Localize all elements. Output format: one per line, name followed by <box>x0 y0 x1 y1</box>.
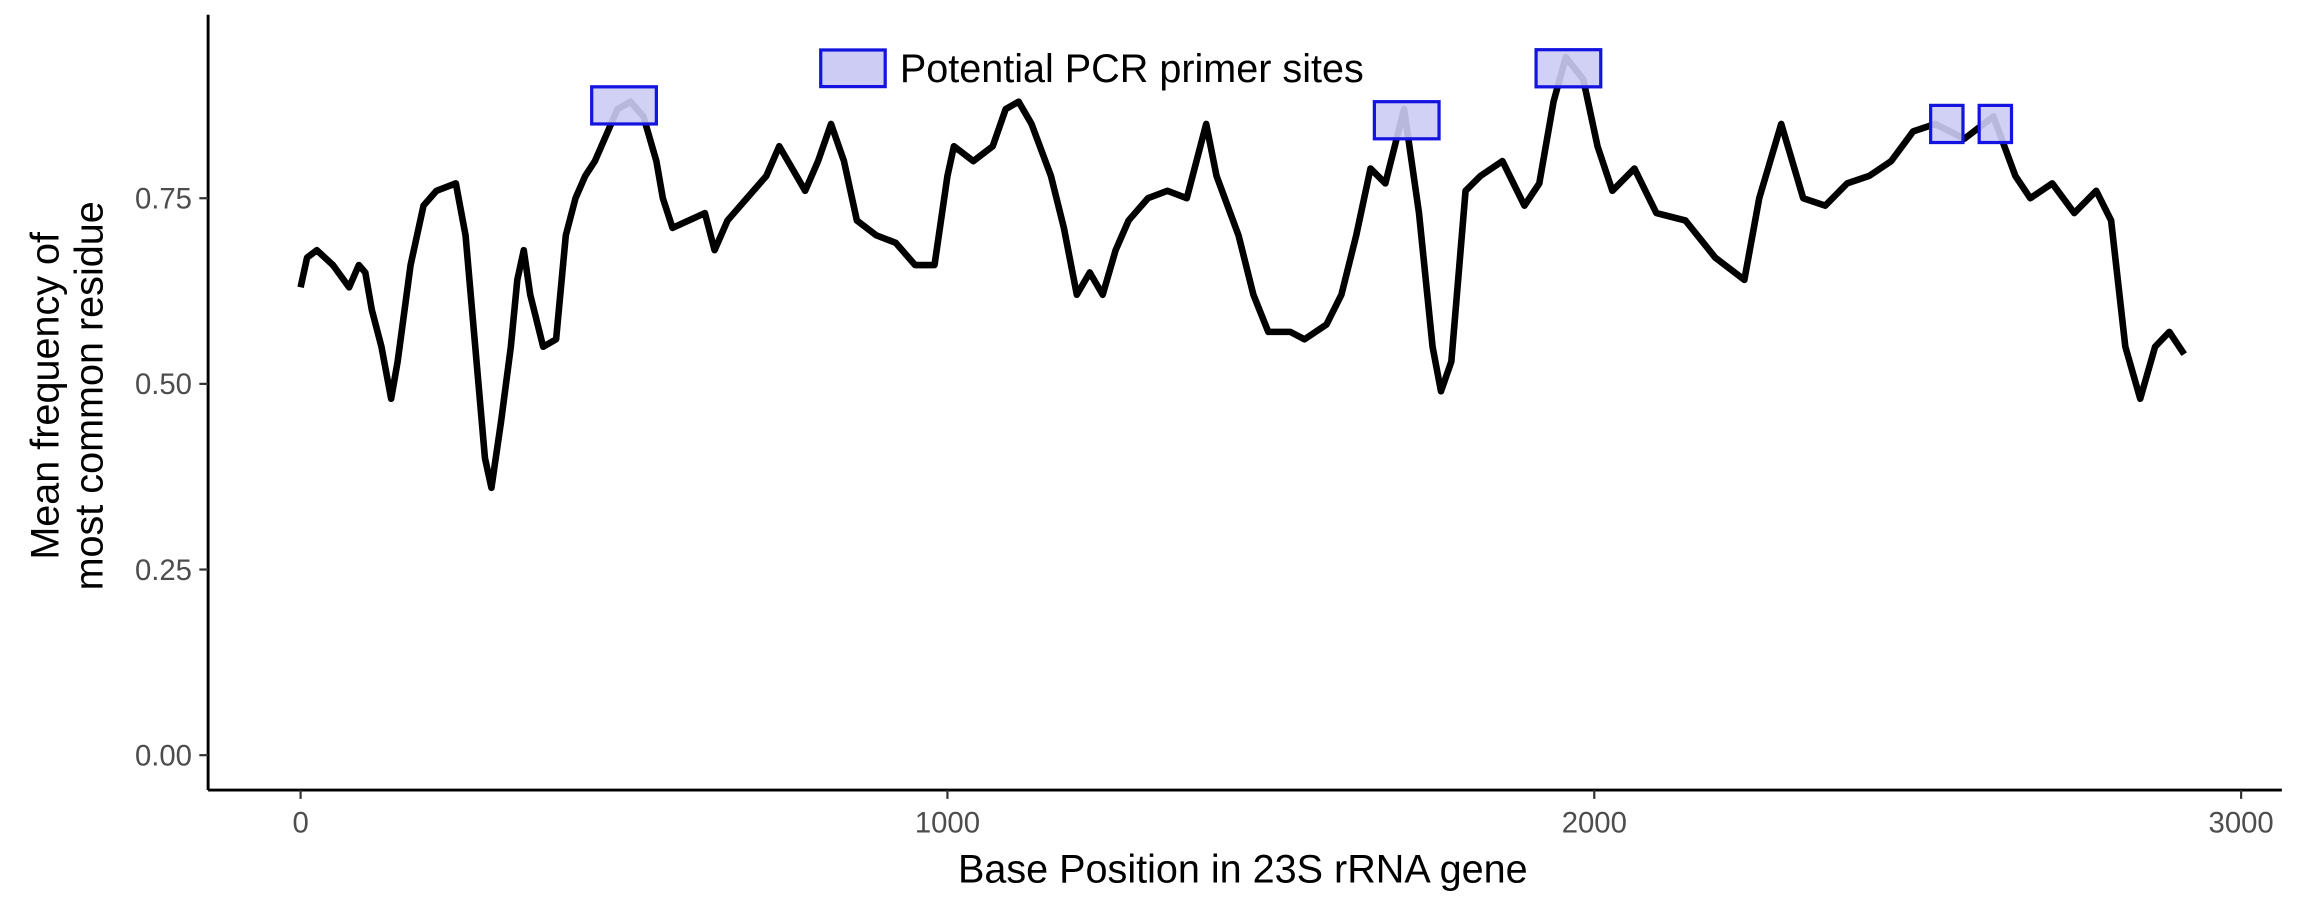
primer-site <box>590 85 658 126</box>
x-tick-label: 0 <box>292 807 308 840</box>
data-line <box>297 53 2187 492</box>
primer-site <box>1977 103 2014 145</box>
primer-site <box>1534 48 1603 89</box>
y-tick-label: 0.75 <box>135 182 192 215</box>
y-axis-title: Mean frequency of <box>24 231 68 560</box>
y-axis-title: most common residue <box>68 201 112 590</box>
y-tick-label: 0.00 <box>135 739 192 772</box>
primer-site <box>1372 100 1441 141</box>
y-tick-label: 0.25 <box>135 554 192 587</box>
y-tick-label: 0.50 <box>135 368 192 401</box>
legend-key <box>819 48 887 89</box>
x-tick-label: 3000 <box>2209 807 2274 840</box>
x-tick-label: 2000 <box>1562 807 1627 840</box>
x-axis-title: Base Position in 23S rRNA gene <box>958 847 1528 891</box>
legend-label: Potential PCR primer sites <box>900 47 1364 91</box>
x-tick-label: 1000 <box>915 807 980 840</box>
primer-site <box>1929 103 1965 145</box>
